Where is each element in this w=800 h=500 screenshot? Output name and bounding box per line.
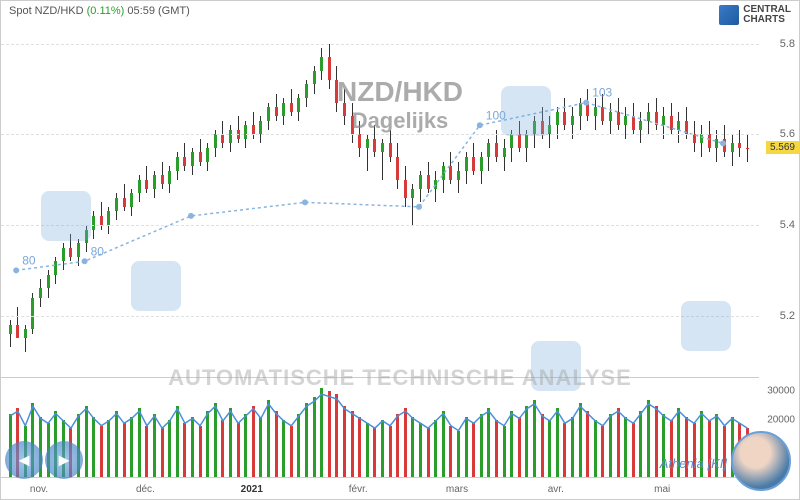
- pair-title: NZD/HKD: [337, 76, 463, 108]
- x-tick: févr.: [349, 484, 368, 495]
- indicator-overlay: 8080100103: [1, 21, 759, 361]
- nav-prev-button[interactable]: ◄: [5, 441, 43, 479]
- price-y-axis: 5.2 5.4 5.6 5.8: [759, 21, 799, 361]
- symbol-label: Spot NZD/HKD: [9, 5, 84, 17]
- svg-text:80: 80: [22, 253, 36, 267]
- volume-chart[interactable]: [1, 377, 759, 477]
- watermark-icon: [41, 191, 91, 241]
- x-tick: mars: [446, 484, 468, 495]
- y-tick: 5.6: [780, 128, 795, 140]
- x-tick: nov.: [30, 484, 48, 495]
- chart-header: Spot NZD/HKD (0.11%) 05:59 (GMT): [9, 5, 190, 17]
- y-tick: 5.4: [780, 219, 795, 231]
- change-pct: (0.11%): [87, 5, 125, 17]
- y-tick: 5.8: [780, 38, 795, 50]
- watermark-text: AUTOMATISCHE TECHNISCHE ANALYSE: [168, 365, 632, 391]
- price-chart[interactable]: 8080100103: [1, 21, 759, 361]
- svg-text:103: 103: [592, 86, 612, 100]
- current-price-badge: 5.569: [766, 141, 799, 154]
- avatar-label: Athenia [KI]: [660, 456, 727, 471]
- x-axis: nov. déc. 2021 févr. mars avr. mai: [1, 477, 759, 499]
- watermark-icon: [501, 86, 551, 136]
- logo-text: CENTRAL CHARTS: [743, 5, 791, 25]
- y-tick: 5.2: [780, 310, 795, 322]
- logo-icon: [719, 5, 739, 25]
- vol-tick: 20000: [767, 414, 795, 425]
- logo: CENTRAL CHARTS: [719, 5, 791, 25]
- watermark-icon: [681, 301, 731, 351]
- x-tick: avr.: [548, 484, 564, 495]
- watermark-arrow-icon: [131, 261, 181, 311]
- nav-next-button[interactable]: ►: [45, 441, 83, 479]
- tz-label: (GMT): [158, 5, 190, 17]
- time-label: 05:59: [127, 5, 155, 17]
- svg-text:80: 80: [91, 244, 105, 258]
- logo-line2: CHARTS: [743, 15, 791, 25]
- x-tick: 2021: [241, 484, 263, 495]
- volume-line: [1, 378, 759, 477]
- period-title: Dagelijks: [337, 108, 463, 134]
- avatar-icon[interactable]: [731, 431, 791, 491]
- chart-container: Spot NZD/HKD (0.11%) 05:59 (GMT) CENTRAL…: [0, 0, 800, 500]
- nav-arrows: ◄ ►: [5, 441, 83, 479]
- x-tick: mai: [654, 484, 670, 495]
- title-overlay: NZD/HKD Dagelijks: [337, 76, 463, 134]
- x-tick: déc.: [136, 484, 155, 495]
- vol-tick: 30000: [767, 386, 795, 397]
